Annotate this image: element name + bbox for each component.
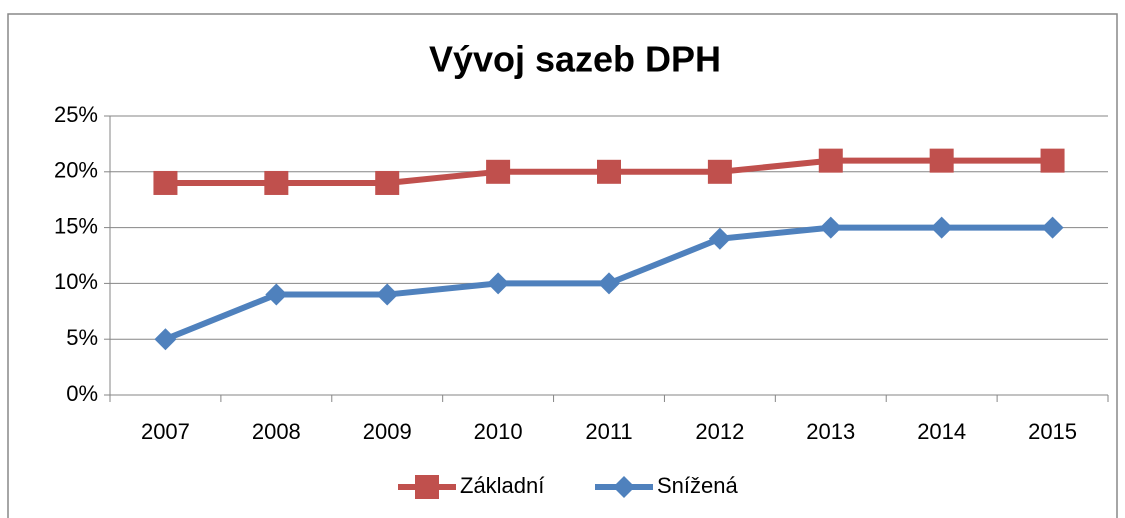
data-point bbox=[265, 283, 288, 306]
y-tick-label: 20% bbox=[54, 158, 98, 183]
data-point bbox=[930, 216, 953, 239]
x-tick-label: 2011 bbox=[585, 419, 632, 444]
x-tick-label: 2012 bbox=[695, 419, 744, 444]
x-tick-label: 2007 bbox=[141, 419, 190, 444]
legend-label: Základní bbox=[460, 473, 544, 498]
data-point bbox=[818, 148, 843, 173]
data-point bbox=[929, 148, 954, 173]
x-tick-label: 2010 bbox=[474, 419, 523, 444]
legend-marker bbox=[613, 476, 635, 498]
y-tick-label: 0% bbox=[66, 381, 98, 406]
x-tick-label: 2014 bbox=[917, 419, 966, 444]
y-tick-label: 5% bbox=[66, 325, 98, 350]
data-point bbox=[153, 170, 178, 195]
data-point bbox=[486, 159, 511, 184]
x-tick-label: 2015 bbox=[1028, 419, 1077, 444]
data-point bbox=[598, 272, 620, 295]
x-tick-label: 2008 bbox=[252, 419, 301, 444]
data-point bbox=[487, 272, 510, 295]
data-point bbox=[154, 328, 177, 351]
data-point bbox=[1040, 148, 1065, 173]
legend-label: Snížená bbox=[657, 473, 738, 498]
x-tick-label: 2013 bbox=[806, 419, 855, 444]
data-point bbox=[707, 159, 732, 184]
legend-marker bbox=[415, 475, 439, 499]
chart-frame bbox=[7, 13, 1118, 518]
data-point bbox=[597, 159, 621, 184]
y-tick-label: 10% bbox=[54, 269, 98, 294]
data-point bbox=[1041, 216, 1064, 239]
data-point bbox=[375, 170, 400, 195]
data-point bbox=[264, 170, 289, 195]
y-tick-label: 25% bbox=[54, 102, 98, 127]
y-tick-label: 15% bbox=[54, 213, 98, 238]
data-point bbox=[708, 227, 731, 250]
data-point bbox=[819, 216, 842, 239]
chart-title: Vývoj sazeb DPH bbox=[429, 39, 721, 80]
data-point bbox=[376, 283, 399, 306]
x-tick-label: 2009 bbox=[363, 419, 412, 444]
